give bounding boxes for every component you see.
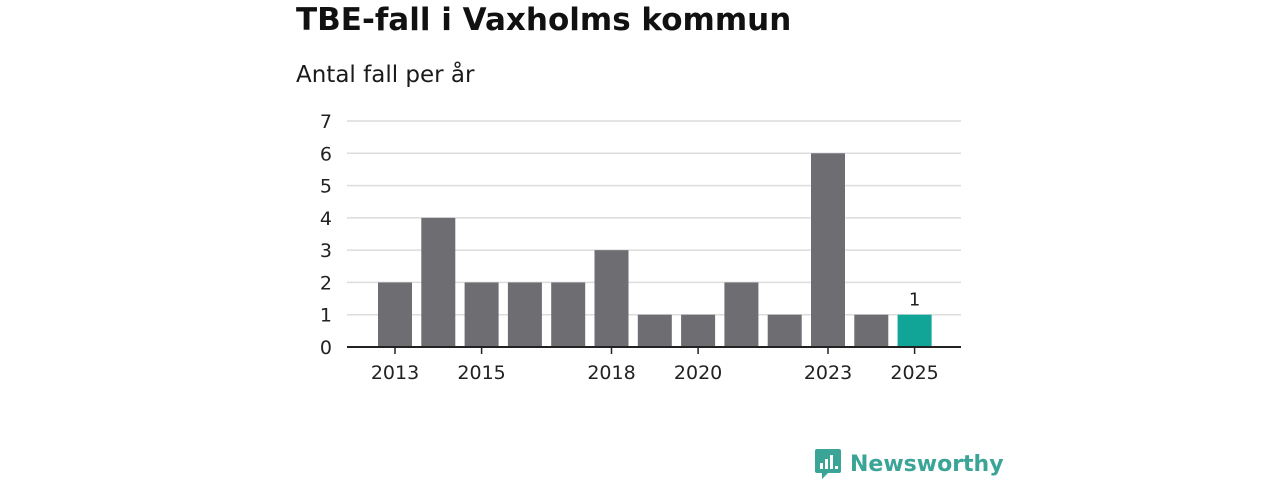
bar-2021 [724, 282, 759, 347]
bar-2013 [378, 282, 412, 347]
x-tick-label: 2013 [371, 362, 419, 384]
data-label: 1 [909, 290, 920, 311]
x-tick-label: 2020 [674, 362, 722, 384]
bar-2025 [897, 314, 932, 347]
y-tick-label: 6 [320, 143, 332, 165]
y-axis-ticks: 0 1 2 3 4 5 6 7 [320, 111, 332, 359]
data-labels: 1 [909, 290, 920, 311]
newsworthy-logo-icon [815, 449, 841, 479]
bar-2016 [507, 282, 542, 347]
bar-2015 [464, 282, 499, 347]
x-axis-ticks: 2013 2015 2018 2020 2023 2025 [371, 347, 939, 384]
x-tick-label: 2018 [587, 362, 635, 384]
x-tick-label: 2023 [804, 362, 852, 384]
y-tick-label: 4 [320, 208, 332, 230]
x-tick-label: 2025 [890, 362, 938, 384]
y-tick-label: 0 [320, 337, 332, 359]
bar-2017 [551, 282, 586, 347]
chart-title: TBE-fall i Vaxholms kommun [296, 2, 792, 38]
bar-2024 [854, 314, 889, 347]
y-tick-label: 1 [320, 305, 332, 327]
brand-name: Newsworthy [850, 451, 1004, 477]
bar-2022 [767, 314, 802, 347]
bar-2018 [594, 250, 629, 347]
bar-2023 [811, 153, 845, 347]
brand-logo: Newsworthy [814, 444, 1004, 484]
y-tick-label: 2 [320, 272, 332, 294]
y-tick-label: 5 [320, 176, 332, 198]
bar-2014 [421, 217, 456, 347]
y-tick-label: 3 [320, 240, 332, 262]
bar-chart: 0 1 2 3 4 5 6 7 2013 2015 2018 2020 2023 2025 1 [320, 111, 961, 384]
y-tick-label: 7 [320, 111, 332, 133]
bar-2020 [681, 314, 716, 347]
chart-subtitle: Antal fall per år [296, 62, 475, 88]
x-tick-label: 2015 [457, 362, 505, 384]
bars [378, 153, 932, 347]
bar-2019 [637, 314, 672, 347]
